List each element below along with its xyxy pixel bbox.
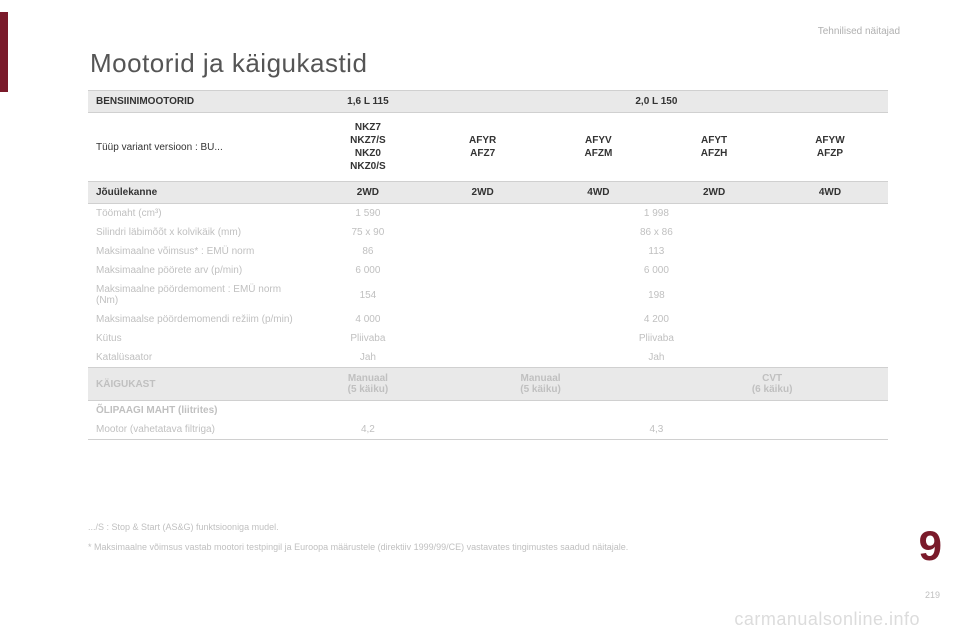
- spec-val-2: 198: [425, 280, 888, 310]
- spec-val-2: 4 200: [425, 310, 888, 329]
- drive-row: Jõuülekanne 2WD 2WD 4WD 2WD 4WD: [88, 182, 888, 204]
- drive-label: Jõuülekanne: [88, 182, 311, 204]
- spec-row: Maksimaalne pöördemoment : EMÜ norm (Nm)…: [88, 280, 888, 310]
- gearbox-row: KÄIGUKAST Manuaal(5 käiku) Manuaal(5 käi…: [88, 368, 888, 401]
- specs-table: BENSIINIMOOTORID 1,6 L 115 2,0 L 150 Tüü…: [88, 90, 888, 440]
- oil-section-label: ÕLIPAAGI MAHT (liitrites): [88, 401, 311, 421]
- spec-val-1: 1 590: [311, 204, 425, 224]
- oil-section-blank2: [425, 401, 888, 421]
- spec-val-1: 75 x 90: [311, 223, 425, 242]
- spec-row: Silindri läbimõõt x kolvikäik (mm)75 x 9…: [88, 223, 888, 242]
- spec-label: Katalüsaator: [88, 348, 311, 368]
- spec-label: Maksimaalne võimsus* : EMÜ norm: [88, 242, 311, 261]
- spec-label: Maksimaalse pöördemomendi režiim (p/min): [88, 310, 311, 329]
- oil-label: Mootor (vahetatava filtriga): [88, 420, 311, 440]
- spec-label: Kütus: [88, 329, 311, 348]
- spec-val-1: 6 000: [311, 261, 425, 280]
- engines-label: BENSIINIMOOTORID: [88, 91, 311, 113]
- gearbox-c3: CVT(6 käiku): [656, 368, 888, 401]
- oil-section-row: ÕLIPAAGI MAHT (liitrites): [88, 401, 888, 421]
- left-accent-bar: [0, 12, 8, 92]
- spec-label: Töömaht (cm³): [88, 204, 311, 224]
- spec-val-1: Jah: [311, 348, 425, 368]
- oil-value-row: Mootor (vahetatava filtriga) 4,2 4,3: [88, 420, 888, 440]
- gearbox-label: KÄIGUKAST: [88, 368, 311, 401]
- watermark: carmanualsonline.info: [734, 609, 920, 630]
- spec-val-1: Pliivaba: [311, 329, 425, 348]
- variant-c2: AFYRAFZ7: [425, 113, 541, 182]
- spec-row: KatalüsaatorJahJah: [88, 348, 888, 368]
- page-number: 219: [925, 590, 940, 600]
- footnotes: .../S : Stop & Start (AS&G) funktsioonig…: [88, 520, 868, 555]
- drive-c3: 4WD: [541, 182, 657, 204]
- engine-col-1: 1,6 L 115: [311, 91, 425, 113]
- page-title: Mootorid ja käigukastid: [90, 48, 367, 79]
- spec-label: Maksimaalne pöörete arv (p/min): [88, 261, 311, 280]
- drive-c2: 2WD: [425, 182, 541, 204]
- oil-section-blank1: [311, 401, 425, 421]
- spec-val-2: 1 998: [425, 204, 888, 224]
- header-category: Tehnilised näitajad: [818, 26, 900, 37]
- spec-row: Maksimaalne võimsus* : EMÜ norm86113: [88, 242, 888, 261]
- spec-label: Silindri läbimõõt x kolvikäik (mm): [88, 223, 311, 242]
- spec-val-2: Pliivaba: [425, 329, 888, 348]
- engine-header-row: BENSIINIMOOTORID 1,6 L 115 2,0 L 150: [88, 91, 888, 113]
- footnote-2: * Maksimaalne võimsus vastab mootori tes…: [88, 540, 868, 554]
- spec-val-1: 86: [311, 242, 425, 261]
- drive-c4: 2WD: [656, 182, 772, 204]
- drive-c5: 4WD: [772, 182, 888, 204]
- gearbox-c2: Manuaal(5 käiku): [425, 368, 656, 401]
- page: Tehnilised näitajad Mootorid ja käigukas…: [0, 0, 960, 640]
- spec-row: Maksimaalne pöörete arv (p/min)6 0006 00…: [88, 261, 888, 280]
- spec-label: Maksimaalne pöördemoment : EMÜ norm (Nm): [88, 280, 311, 310]
- variant-c5: AFYWAFZP: [772, 113, 888, 182]
- gearbox-c1: Manuaal(5 käiku): [311, 368, 425, 401]
- spec-val-2: Jah: [425, 348, 888, 368]
- engine-col-2: 2,0 L 150: [425, 91, 888, 113]
- spec-val-1: 154: [311, 280, 425, 310]
- drive-c1: 2WD: [311, 182, 425, 204]
- oil-c1: 4,2: [311, 420, 425, 440]
- oil-c2: 4,3: [425, 420, 888, 440]
- variant-c3: AFYVAFZM: [541, 113, 657, 182]
- variant-c1: NKZ7NKZ7/SNKZ0NKZ0/S: [311, 113, 425, 182]
- spec-row: KütusPliivabaPliivaba: [88, 329, 888, 348]
- footnote-1: .../S : Stop & Start (AS&G) funktsioonig…: [88, 520, 868, 534]
- spec-val-2: 86 x 86: [425, 223, 888, 242]
- spec-val-2: 113: [425, 242, 888, 261]
- variant-label: Tüüp variant versioon : BU...: [88, 113, 311, 182]
- spec-val-2: 6 000: [425, 261, 888, 280]
- section-number: 9: [919, 522, 942, 570]
- spec-row: Maksimaalse pöördemomendi režiim (p/min)…: [88, 310, 888, 329]
- spec-row: Töömaht (cm³)1 5901 998: [88, 204, 888, 224]
- spec-val-1: 4 000: [311, 310, 425, 329]
- variant-c4: AFYTAFZH: [656, 113, 772, 182]
- variant-row: Tüüp variant versioon : BU... NKZ7NKZ7/S…: [88, 113, 888, 182]
